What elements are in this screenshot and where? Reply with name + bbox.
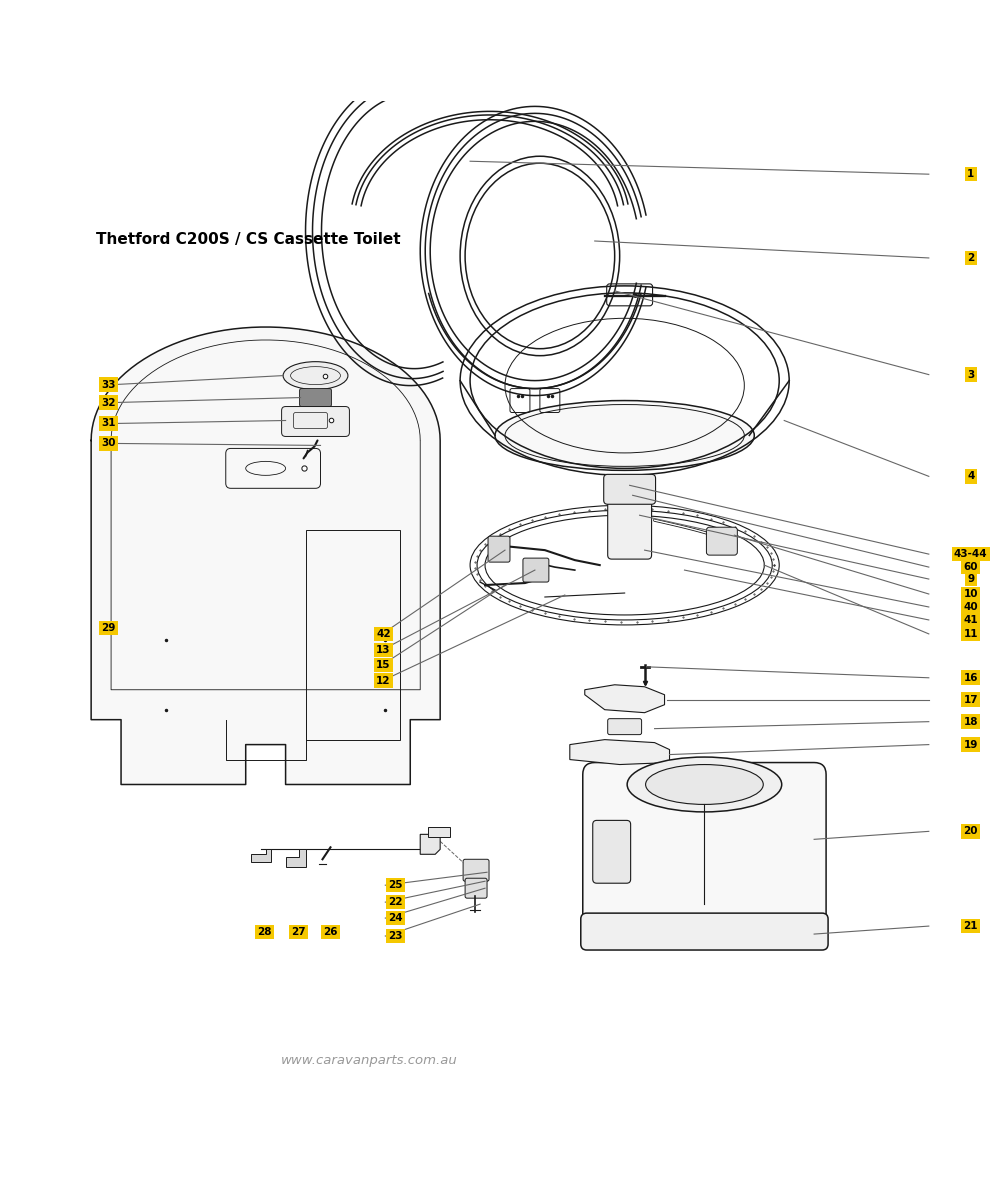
Text: 60: 60 [963,562,978,572]
Text: 4: 4 [967,472,974,481]
Ellipse shape [495,401,754,470]
Text: 12: 12 [376,676,391,685]
Text: 17: 17 [963,695,978,704]
Text: 41: 41 [963,614,978,625]
Polygon shape [420,834,440,854]
Text: 16: 16 [963,673,978,683]
Text: 33: 33 [101,379,115,390]
Text: 32: 32 [101,397,115,408]
Text: 25: 25 [388,881,403,890]
FancyBboxPatch shape [465,878,487,898]
Text: 13: 13 [376,644,391,655]
Text: 1: 1 [967,169,974,179]
Text: 22: 22 [388,898,403,907]
Text: 24: 24 [388,913,403,923]
Text: Thetford C200S / CS Cassette Toilet: Thetford C200S / CS Cassette Toilet [96,232,401,246]
Text: 21: 21 [963,922,978,931]
FancyBboxPatch shape [523,558,549,582]
Text: 43-44: 43-44 [954,550,988,559]
FancyBboxPatch shape [593,821,631,883]
FancyBboxPatch shape [608,486,652,559]
Text: 9: 9 [967,574,974,584]
Polygon shape [286,850,306,868]
Text: 31: 31 [101,419,115,428]
Text: 11: 11 [963,629,978,638]
FancyBboxPatch shape [583,762,826,936]
Bar [306,530,400,739]
Polygon shape [585,685,665,713]
Text: 30: 30 [101,438,115,449]
Text: 26: 26 [323,928,338,937]
Text: 23: 23 [388,931,403,941]
FancyBboxPatch shape [604,474,656,504]
Text: 40: 40 [963,602,978,612]
Polygon shape [428,827,450,838]
Text: 19: 19 [964,739,978,750]
Text: 42: 42 [376,629,391,638]
Ellipse shape [627,757,782,812]
Polygon shape [251,850,271,863]
FancyBboxPatch shape [706,527,737,556]
Text: 18: 18 [963,716,978,727]
Text: 20: 20 [963,827,978,836]
FancyBboxPatch shape [608,719,642,734]
FancyBboxPatch shape [300,389,331,407]
FancyBboxPatch shape [282,407,349,437]
Ellipse shape [283,361,348,390]
Text: 2: 2 [967,253,974,263]
Text: 10: 10 [963,589,978,599]
Text: 15: 15 [376,660,391,670]
Text: 27: 27 [291,928,306,937]
Text: 29: 29 [101,623,115,632]
Text: 28: 28 [257,928,272,937]
Text: www.caravanparts.com.au: www.caravanparts.com.au [281,1055,457,1067]
Ellipse shape [646,764,763,804]
FancyBboxPatch shape [581,913,828,950]
FancyBboxPatch shape [463,859,489,881]
Polygon shape [570,739,670,764]
Polygon shape [91,328,440,785]
Text: 3: 3 [967,370,974,379]
FancyBboxPatch shape [488,536,510,562]
